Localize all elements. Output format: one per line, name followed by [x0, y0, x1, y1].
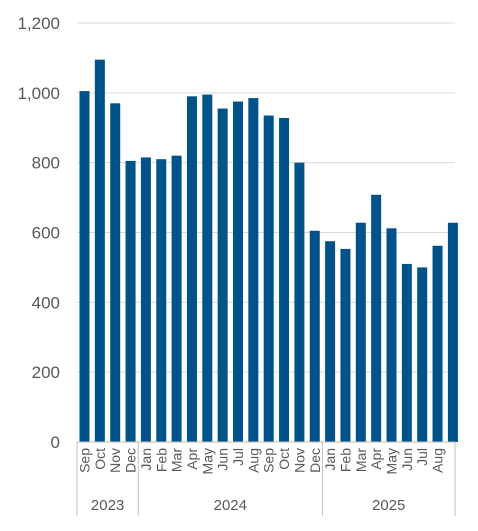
bar [417, 267, 428, 442]
y-axis-ticks: 0 200 400 600 800 1,000 1,200 [17, 14, 60, 452]
bar [217, 108, 228, 442]
x-tick-label: Sep [77, 448, 93, 473]
bar [125, 160, 136, 442]
bar [233, 101, 243, 442]
bar [294, 162, 305, 442]
year-label: 2024 [214, 497, 247, 514]
y-tick-label: 1,200 [17, 14, 60, 33]
y-tick-label: 0 [51, 433, 60, 452]
x-tick-label: Feb [153, 448, 169, 472]
x-axis-ticks: Sep Oct Nov Dec Jan Feb Mar Apr May Jun Jul Aug Sep O… [77, 448, 446, 475]
bar [355, 222, 366, 442]
bar [371, 194, 382, 442]
y-tick-label: 1,000 [17, 84, 60, 103]
x-tick-label: Sep [261, 448, 277, 473]
year-groups: 2023 2024 2025 [76, 442, 456, 516]
x-tick-label: Jan [138, 448, 154, 471]
x-tick-label: Oct [276, 448, 292, 470]
bar [79, 91, 90, 443]
x-tick-label: May [199, 448, 215, 474]
bar [401, 263, 412, 442]
x-tick-label: Jan [322, 448, 338, 471]
bar [432, 245, 443, 442]
bar [140, 157, 151, 442]
bar [156, 159, 167, 443]
year-label: 2025 [372, 497, 405, 514]
x-tick-label: Jun [399, 448, 415, 471]
x-tick-label: Dec [307, 448, 323, 473]
year-label: 2023 [91, 497, 124, 514]
bar [447, 222, 458, 442]
x-tick-label: Mar [353, 448, 369, 472]
bar [248, 98, 259, 442]
bar [325, 241, 336, 442]
bar [94, 59, 105, 442]
bar [202, 94, 213, 443]
bars [79, 59, 458, 443]
x-tick-label: Apr [368, 448, 384, 470]
bar [340, 248, 351, 442]
x-tick-label: Oct [92, 448, 108, 470]
bar [186, 96, 197, 442]
bar [386, 228, 397, 442]
y-tick-label: 400 [32, 293, 60, 312]
x-tick-label: Nov [291, 448, 307, 473]
x-tick-label: Jul [230, 448, 246, 466]
x-tick-label: Mar [169, 448, 185, 472]
x-tick-label: Nov [107, 448, 123, 473]
x-tick-label: Aug [430, 448, 446, 473]
bar [263, 115, 274, 442]
bar [110, 103, 121, 442]
x-tick-label: Apr [184, 448, 200, 470]
x-tick-label: Jun [215, 448, 231, 471]
x-tick-label: Jul [414, 448, 430, 466]
bar [279, 117, 290, 443]
x-tick-label: Aug [245, 448, 261, 473]
x-tick-label: Dec [123, 448, 139, 473]
y-tick-label: 800 [32, 154, 60, 173]
x-tick-label: Feb [337, 448, 353, 472]
y-tick-label: 200 [32, 363, 60, 382]
bar [309, 230, 320, 442]
y-tick-label: 600 [32, 224, 60, 243]
bar [171, 155, 182, 442]
x-tick-label: May [384, 448, 400, 474]
